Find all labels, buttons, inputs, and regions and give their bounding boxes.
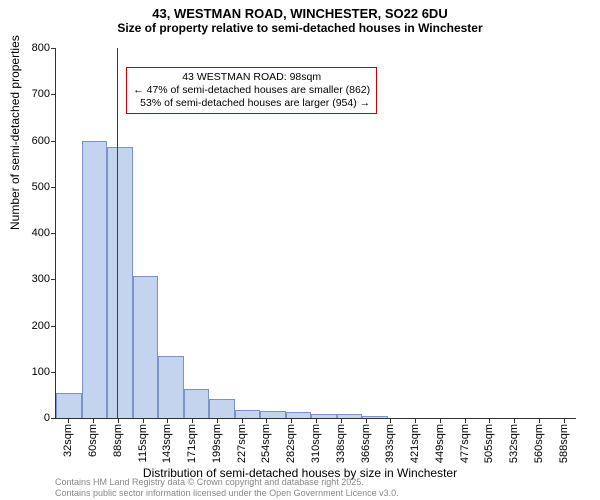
y-tick-mark	[51, 233, 56, 234]
x-tick-label: 115sqm	[137, 424, 149, 462]
x-tick-label: 421sqm	[409, 424, 421, 463]
attribution-line2: Contains public sector information licen…	[55, 488, 399, 498]
x-tick-mark	[242, 418, 243, 423]
histogram-bar	[56, 393, 82, 418]
x-tick-label: 32sqm	[62, 424, 74, 457]
y-tick-mark	[51, 418, 56, 419]
y-tick-mark	[51, 94, 56, 95]
x-tick-label: 588sqm	[558, 424, 570, 463]
histogram-bar	[158, 356, 184, 418]
chart-container: 43, WESTMAN ROAD, WINCHESTER, SO22 6DU S…	[0, 0, 600, 500]
histogram-bar	[235, 410, 261, 418]
x-tick-mark	[192, 418, 193, 423]
y-axis-label: Number of semi-detached properties	[8, 35, 22, 230]
x-tick-label: 171sqm	[186, 424, 198, 463]
x-tick-mark	[366, 418, 367, 423]
histogram-bar	[107, 147, 133, 418]
property-marker-line	[117, 48, 118, 418]
x-tick-label: 88sqm	[112, 424, 124, 457]
x-tick-label: 199sqm	[211, 424, 223, 463]
histogram-bar	[286, 412, 312, 418]
y-tick-mark	[51, 141, 56, 142]
y-tick-mark	[51, 372, 56, 373]
y-tick-mark	[51, 48, 56, 49]
attribution-text: Contains HM Land Registry data © Crown c…	[55, 477, 399, 498]
histogram-bar	[209, 399, 235, 418]
x-tick-mark	[68, 418, 69, 423]
x-tick-label: 560sqm	[533, 424, 545, 463]
x-tick-label: 449sqm	[434, 424, 446, 463]
x-tick-label: 310sqm	[310, 424, 322, 463]
x-tick-label: 143sqm	[161, 424, 173, 463]
x-tick-mark	[539, 418, 540, 423]
attribution-line1: Contains HM Land Registry data © Crown c…	[55, 477, 399, 487]
x-tick-mark	[167, 418, 168, 423]
histogram-bar	[82, 141, 108, 418]
x-tick-mark	[390, 418, 391, 423]
x-tick-label: 282sqm	[285, 424, 297, 463]
annotation-line2: ← 47% of semi-detached houses are smalle…	[133, 84, 370, 97]
x-tick-mark	[415, 418, 416, 423]
x-tick-label: 505sqm	[483, 424, 495, 463]
x-tick-mark	[316, 418, 317, 423]
x-tick-mark	[217, 418, 218, 423]
y-tick-mark	[51, 187, 56, 188]
x-tick-label: 254sqm	[260, 424, 272, 463]
x-tick-mark	[465, 418, 466, 423]
y-tick-mark	[51, 279, 56, 280]
x-tick-mark	[514, 418, 515, 423]
annotation-line1: 43 WESTMAN ROAD: 98sqm	[133, 71, 370, 84]
x-tick-mark	[489, 418, 490, 423]
x-tick-label: 477sqm	[459, 424, 471, 463]
x-tick-mark	[564, 418, 565, 423]
x-tick-mark	[118, 418, 119, 423]
x-tick-mark	[143, 418, 144, 423]
x-tick-mark	[440, 418, 441, 423]
annotation-box: 43 WESTMAN ROAD: 98sqm ← 47% of semi-det…	[126, 67, 377, 114]
x-tick-mark	[341, 418, 342, 423]
y-tick-mark	[51, 326, 56, 327]
x-tick-label: 393sqm	[384, 424, 396, 463]
x-tick-label: 227sqm	[236, 424, 248, 463]
x-tick-label: 532sqm	[508, 424, 520, 463]
histogram-bar	[133, 276, 159, 418]
chart-title-sub: Size of property relative to semi-detach…	[0, 21, 600, 39]
chart-title-main: 43, WESTMAN ROAD, WINCHESTER, SO22 6DU	[0, 0, 600, 21]
x-tick-label: 338sqm	[335, 424, 347, 463]
plot-area: 43 WESTMAN ROAD: 98sqm ← 47% of semi-det…	[55, 48, 576, 419]
histogram-bar	[260, 411, 286, 418]
annotation-line3: 53% of semi-detached houses are larger (…	[133, 97, 370, 110]
x-tick-mark	[266, 418, 267, 423]
histogram-bar	[184, 389, 210, 418]
x-tick-label: 366sqm	[360, 424, 372, 463]
x-tick-mark	[291, 418, 292, 423]
x-tick-label: 60sqm	[87, 424, 99, 457]
x-tick-mark	[93, 418, 94, 423]
